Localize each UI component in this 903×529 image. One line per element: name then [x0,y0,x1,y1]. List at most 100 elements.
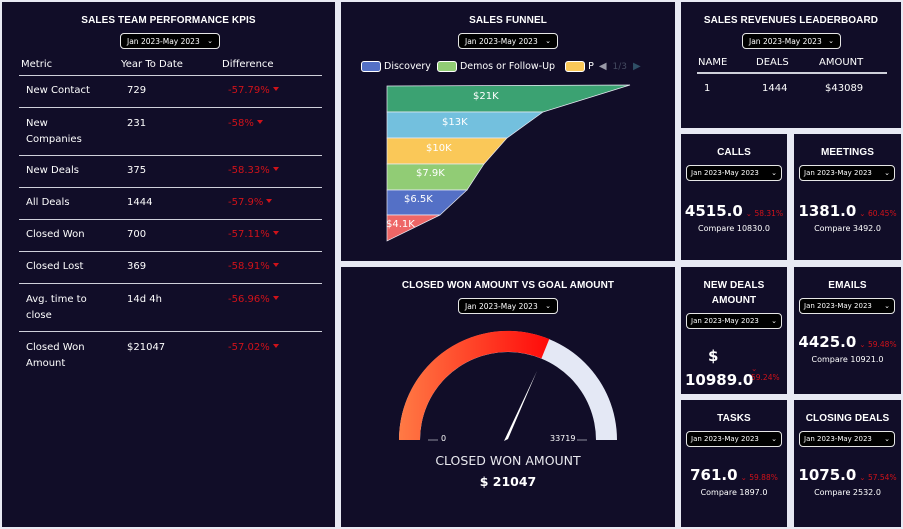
diff-value: -57.11% [228,227,279,243]
diff-value: -58.33% [228,163,279,179]
emails-title: EMAILS [828,280,867,291]
closing-deals-value: 1075.0 ⌄ 57.54% [798,466,897,484]
kpi-header-ytd: Year To Date [121,59,183,70]
leaderboard-title: SALES REVENUES LEADERBOARD [703,15,879,26]
tasks-value: 761.0 ⌄ 59.88% [690,466,778,484]
chevron-down-icon: ⌄ [884,435,890,443]
kpi-date-dropdown[interactable]: Jan 2023-May 2023 ⌄ [120,33,220,49]
tasks-compare: Compare 1897.0 [700,488,768,497]
funnel-label-3: $10K [426,143,452,154]
funnel-label-4: $7.9K [416,168,445,179]
closing-deals-title: CLOSING DEALS [805,413,890,424]
table-row: New Companies 231 -58% [19,107,322,155]
calls-compare: Compare 10830.0 [698,224,770,233]
gauge-panel: CLOSED WON AMOUNT VS GOAL AMOUNT Jan 202… [341,267,675,527]
calls-date-dropdown[interactable]: Jan 2023-May 2023 ⌄ [686,165,782,181]
emails-value: 4425.0 ⌄ 59.48% [798,333,897,351]
leaderboard-header-name: NAME [698,57,728,68]
tasks-tile: TASKS Jan 2023-May 2023 ⌄ 761.0 ⌄ 59.88% C… [681,400,787,527]
calls-tile: CALLS Jan 2023-May 2023 ⌄ 4515.0 ⌄ 58.31% … [681,134,787,260]
funnel-label-5: $6.5K [404,194,433,205]
leaderboard-cell-amount: $43089 [825,83,864,94]
leaderboard-date-dropdown[interactable]: Jan 2023-May 2023 ⌄ [742,33,841,49]
new-deals-amount-date-dropdown[interactable]: Jan 2023-May 2023 ⌄ [686,313,782,329]
new-deals-amount-value: 10989.0 [685,371,754,389]
legend-page: 1/3 [612,61,628,72]
table-row: New Deals 375 -58.33% [19,155,322,187]
chevron-down-icon: ⌄ [545,302,551,310]
leaderboard-divider [697,72,887,74]
closing-deals-tile: CLOSING DEALS Jan 2023-May 2023 ⌄ 1075.0 ⌄… [794,400,901,527]
leaderboard-header-deals: DEALS [756,57,789,68]
diff-value: -56.96% [228,292,279,308]
gauge-value: $ 21047 [479,474,537,489]
meetings-compare: Compare 3492.0 [814,224,881,233]
closing-deals-change: ⌄ 57.54% [859,473,897,482]
closing-deals-compare: Compare 2532.0 [814,488,881,497]
legend-prev-icon[interactable]: ◀ [598,61,607,72]
chevron-down-icon: ⌄ [207,37,213,45]
table-row: Closed Lost 369 -58.91% [19,251,322,283]
meetings-change: ⌄ 60.45% [859,209,897,218]
diff-value: -57.9% [228,195,272,211]
diff-value: -58.91% [228,259,279,275]
table-row: Closed Won Amount $21047 -57.02% [19,331,322,379]
calls-title: CALLS [717,147,751,158]
funnel-title: SALES FUNNEL [469,15,547,26]
leaderboard-cell-name: 1 [704,83,711,94]
emails-compare: Compare 10921.0 [811,355,884,364]
meetings-date-dropdown[interactable]: Jan 2023-May 2023 ⌄ [799,165,895,181]
gauge-caption: CLOSED WON AMOUNT [435,453,581,468]
funnel-label-1: $21K [473,91,499,102]
emails-date-dropdown[interactable]: Jan 2023-May 2023 ⌄ [799,298,895,314]
emails-tile: EMAILS Jan 2023-May 2023 ⌄ 4425.0 ⌄ 59.48%… [794,267,901,394]
leaderboard-panel: SALES REVENUES LEADERBOARD Jan 2023-May … [681,2,901,128]
gauge-min-label: 0 [441,434,447,443]
gauge-date-dropdown[interactable]: Jan 2023-May 2023 ⌄ [458,298,558,314]
funnel-legend: Discovery Demos or Follow-Up P ◀ 1/3 ▶ [361,61,641,72]
tasks-change: ⌄ 59.88% [740,473,778,482]
diff-value: -58% [228,116,263,132]
chevron-down-icon: ⌄ [771,169,777,177]
kpi-title: SALES TEAM PERFORMANCE KPIS [81,15,256,26]
legend-next-icon[interactable]: ▶ [633,61,641,72]
new-deals-amount-title-1: NEW DEALS [703,280,765,291]
chevron-down-icon: ⌄ [884,302,890,310]
sales-funnel-panel: SALES FUNNEL Jan 2023-May 2023 ⌄ Discover… [341,2,675,261]
meetings-title: MEETINGS [820,147,875,158]
chevron-down-icon: ⌄ [884,169,890,177]
table-row: Closed Won 700 -57.11% [19,219,322,251]
new-deals-amount-change: ⌄ 59.24% [751,364,780,382]
emails-change: ⌄ 59.48% [859,340,897,349]
table-row: All Deals 1444 -57.9% [19,187,322,219]
table-row: New Contact 729 -57.79% [19,75,322,107]
leaderboard-header-amount: AMOUNT [819,57,864,68]
legend-item-discovery[interactable]: Discovery [361,61,431,72]
funnel-label-2: $13K [442,117,468,128]
tasks-title: TASKS [717,413,751,424]
diff-value: -57.79% [228,83,279,99]
diff-value: -57.02% [228,340,279,356]
gauge-title: CLOSED WON AMOUNT VS GOAL AMOUNT [401,280,615,291]
closing-deals-date-dropdown[interactable]: Jan 2023-May 2023 ⌄ [799,431,895,447]
chevron-down-icon: ⌄ [771,435,777,443]
new-deals-amount-currency: $ [708,347,719,365]
calls-value: 4515.0 ⌄ 58.31% [684,202,784,220]
funnel-date-dropdown[interactable]: Jan 2023-May 2023 ⌄ [458,33,558,49]
meetings-tile: MEETINGS Jan 2023-May 2023 ⌄ 1381.0 ⌄ 60.4… [794,134,901,260]
meetings-value: 1381.0 ⌄ 60.45% [798,202,897,220]
legend-item-proposal[interactable]: P [565,61,594,72]
legend-item-demos[interactable]: Demos or Follow-Up [436,61,555,72]
kpi-header-difference: Difference [222,59,274,70]
tasks-date-dropdown[interactable]: Jan 2023-May 2023 ⌄ [686,431,782,447]
calls-change: ⌄ 58.31% [745,209,784,218]
chevron-down-icon: ⌄ [828,37,834,45]
chevron-down-icon: ⌄ [771,317,777,325]
new-deals-amount-tile: NEW DEALS AMOUNT Jan 2023-May 2023 ⌄ $ ⌄ … [681,267,787,394]
funnel-chart [386,84,631,242]
chevron-down-icon: ⌄ [545,37,551,45]
kpi-header-metric: Metric [21,59,53,70]
gauge-max-label: 33719 [550,434,576,443]
kpi-panel: SALES TEAM PERFORMANCE KPIS Jan 2023-May… [2,2,335,527]
leaderboard-cell-deals: 1444 [762,83,788,94]
